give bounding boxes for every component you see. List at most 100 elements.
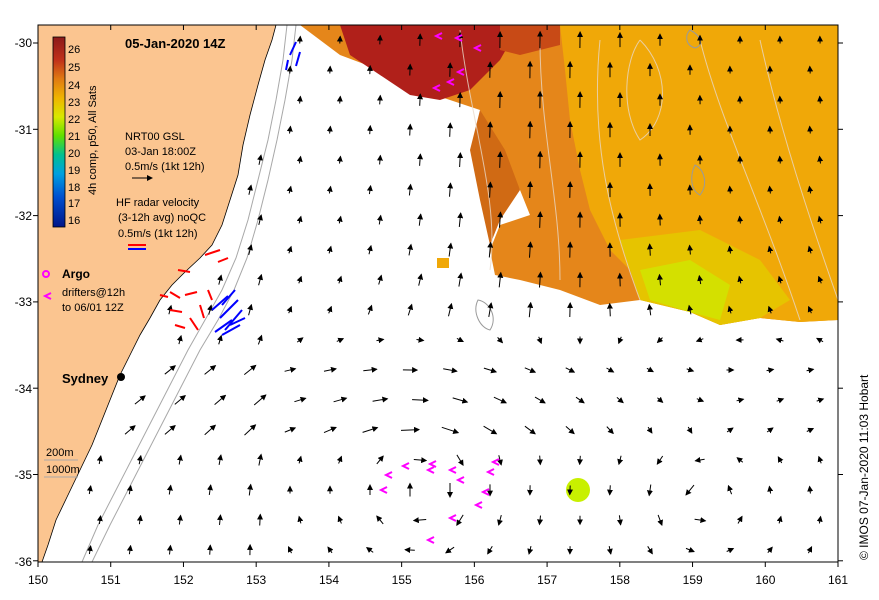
current-vector	[646, 426, 653, 434]
current-vector	[296, 95, 303, 104]
current-vector	[806, 427, 815, 434]
current-vector	[483, 425, 498, 435]
current-vector	[537, 271, 544, 288]
current-vector	[647, 546, 653, 555]
bathymetry-contours	[81, 25, 297, 562]
current-vector	[126, 544, 133, 555]
current-vector	[207, 484, 213, 495]
current-vector	[366, 124, 373, 135]
current-vector	[607, 485, 614, 496]
current-vector	[497, 211, 504, 228]
current-vector	[487, 545, 493, 555]
current-vector	[727, 484, 733, 495]
current-vector	[326, 305, 333, 314]
colorbar: 26 25 24 23 22 21 20 19 18 17 16 4h comp…	[52, 36, 99, 228]
current-vector	[247, 244, 253, 256]
colorbar-tick: 16	[68, 215, 80, 227]
gsl-scale: 0.5m/s (1kt 12h)	[125, 161, 204, 173]
current-vector	[807, 485, 814, 494]
current-vector	[487, 241, 494, 258]
current-vector	[257, 334, 263, 345]
current-vector	[327, 546, 334, 554]
gsl-time: 03-Jan 18:00Z	[125, 146, 196, 158]
drifter-chevron-icon	[480, 488, 490, 496]
current-vector	[206, 544, 213, 555]
drifter-chevron-icon	[447, 466, 457, 474]
x-axis-labels: 150 151 152 153 154 155 156 157 158 159 …	[28, 573, 848, 587]
current-vector	[806, 546, 813, 554]
current-vector	[337, 515, 344, 524]
current-vector	[807, 305, 814, 314]
x-tick-label: 155	[392, 573, 412, 587]
current-vector	[323, 426, 337, 434]
current-vector	[336, 337, 345, 344]
current-vector	[445, 546, 455, 554]
current-vector	[257, 273, 263, 286]
current-vector	[737, 275, 744, 284]
y-tick-label: -33	[15, 295, 33, 309]
x-tick-label: 158	[610, 573, 630, 587]
current-vector	[443, 367, 458, 374]
current-vector	[416, 336, 425, 343]
x-tick-label: 159	[683, 573, 703, 587]
current-vector	[326, 245, 333, 254]
drifter-chevron-icon	[485, 468, 495, 476]
current-vector	[412, 397, 429, 404]
current-vector	[407, 243, 414, 256]
hf-radar-vector-red	[177, 269, 191, 273]
current-vector	[447, 302, 454, 317]
current-vector	[687, 304, 694, 315]
hf-radar-vector-blue	[289, 41, 297, 56]
current-vector	[487, 121, 494, 138]
current-vector	[286, 305, 293, 314]
current-vector	[452, 397, 469, 404]
hf-radar-vector-red	[169, 309, 183, 313]
hf-radar-vector-red	[169, 291, 181, 299]
axis-ticks	[33, 25, 843, 567]
hf-radar-vector-blue	[229, 317, 246, 326]
current-vector	[766, 427, 774, 434]
hf-radar-vector-red	[204, 249, 221, 256]
current-vector	[176, 514, 183, 525]
hf-legend: HF radar velocity (3-12h avg) noQC 0.5m/…	[116, 197, 206, 250]
drifters-label: drifters@12h	[62, 287, 125, 299]
hf-radar-vector-blue	[224, 309, 243, 331]
current-vector	[646, 243, 653, 256]
current-vector	[697, 214, 704, 225]
depth-1000-label: 1000m	[46, 464, 80, 476]
current-vector	[527, 181, 534, 199]
current-vector	[695, 336, 704, 343]
y-tick-label: -32	[15, 209, 33, 223]
current-vector	[376, 515, 384, 525]
current-vector	[646, 484, 653, 497]
current-vector	[606, 302, 613, 317]
argo-marker-icon	[42, 270, 50, 278]
drifter-chevron-icon	[453, 34, 463, 42]
current-vector	[807, 185, 814, 194]
map-title: 05-Jan-2020 14Z	[125, 36, 226, 51]
current-vector	[126, 484, 133, 495]
current-vector	[296, 455, 303, 464]
current-vector	[685, 484, 695, 496]
x-tick-label: 152	[173, 573, 193, 587]
current-vector	[447, 242, 454, 257]
current-vector	[247, 184, 253, 195]
current-vector	[456, 454, 464, 466]
current-vector	[376, 214, 383, 225]
drifter-chevron-icon	[473, 501, 483, 509]
current-vector	[806, 367, 815, 374]
current-vector	[166, 544, 173, 555]
current-vector	[417, 93, 424, 106]
current-vector	[216, 334, 223, 345]
colorbar-tick: 18	[68, 182, 80, 194]
current-vector	[376, 94, 383, 105]
x-tick-label: 151	[101, 573, 121, 587]
current-vector	[294, 396, 307, 403]
y-tick-label: -31	[15, 123, 33, 137]
drifter-chevron-icon	[425, 536, 435, 544]
hf-radar-vector-blue	[219, 299, 239, 319]
current-vector	[527, 301, 534, 318]
current-vector	[253, 394, 267, 406]
current-vector	[777, 155, 784, 164]
